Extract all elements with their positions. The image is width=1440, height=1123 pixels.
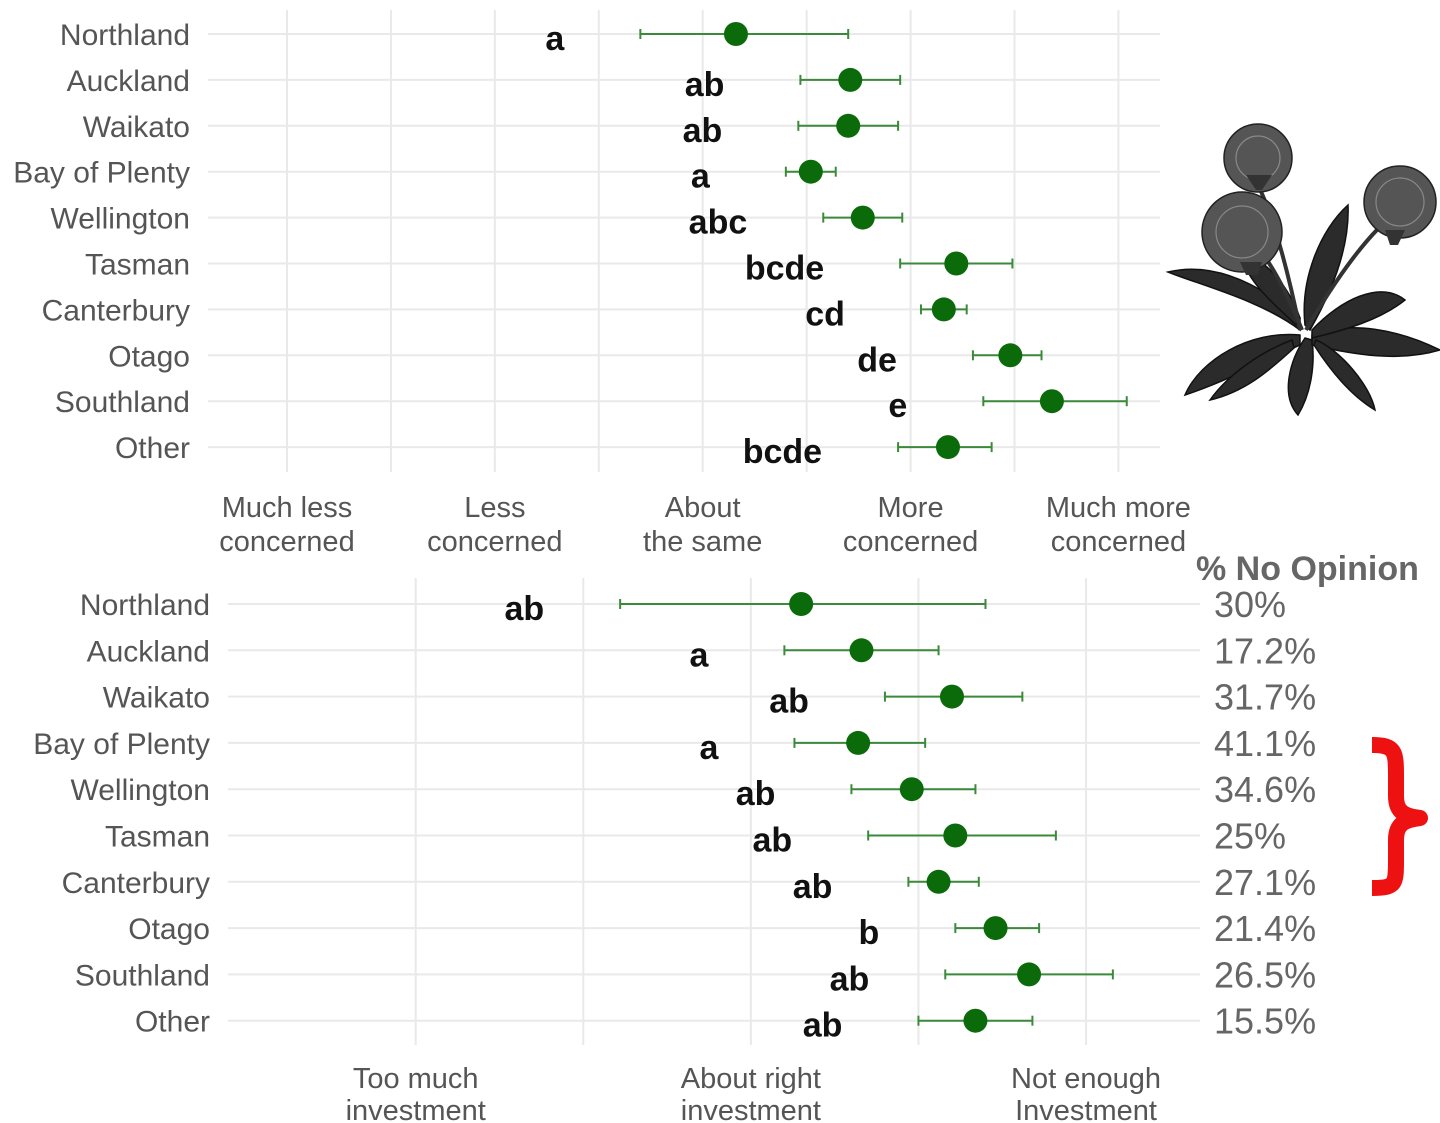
- mean-point: [838, 67, 863, 92]
- top-chart: Northland a Auckland ab Waikato ab Bay of Plen…: [13, 10, 1191, 558]
- category-label: Wellington: [50, 203, 190, 236]
- mean-point: [944, 251, 969, 276]
- group-letter: ab: [504, 590, 544, 628]
- mean-point: [789, 592, 814, 616]
- no-opinion-value: 15.5%: [1214, 1001, 1316, 1042]
- category-label: Southland: [75, 959, 210, 992]
- no-opinion-value: 26.5%: [1214, 954, 1316, 995]
- no-opinion-value: 21.4%: [1214, 908, 1316, 949]
- x-tick-label-line1: Much more: [1046, 492, 1191, 524]
- group-letter: bcde: [745, 250, 824, 288]
- x-tick-label-line2: investment: [346, 1095, 486, 1123]
- category-label: Northland: [80, 589, 210, 622]
- group-letter: a: [691, 158, 711, 196]
- category-label: Waikato: [103, 682, 210, 715]
- no-opinion-header: % No Opinion: [1196, 550, 1419, 588]
- group-letter: de: [857, 341, 897, 379]
- category-label: Other: [135, 1006, 210, 1039]
- mean-point: [939, 684, 964, 709]
- mean-point: [723, 22, 748, 46]
- no-opinion-value: 41.1%: [1214, 723, 1316, 764]
- x-tick-label-line2: concerned: [427, 526, 562, 558]
- group-letter: a: [689, 636, 709, 674]
- dandelion-icon: [1165, 123, 1440, 417]
- red-brace-icon: [1371, 737, 1428, 896]
- no-opinion-value: 30%: [1214, 584, 1286, 625]
- category-label: Auckland: [67, 65, 190, 98]
- category-label: Tasman: [85, 249, 190, 282]
- category-label: Bay of Plenty: [33, 728, 210, 761]
- mean-point: [1017, 962, 1042, 987]
- category-label: Other: [115, 432, 190, 465]
- group-letter: ab: [803, 1007, 843, 1045]
- x-tick-label-line1: About: [665, 492, 741, 524]
- group-letter: a: [545, 20, 565, 58]
- mean-point: [798, 159, 823, 184]
- mean-point: [983, 916, 1008, 941]
- x-tick-label-line1: More: [878, 492, 944, 524]
- mean-point: [1039, 389, 1064, 414]
- category-label: Otago: [108, 340, 190, 373]
- x-tick-label-line1: Less: [464, 492, 525, 524]
- x-tick-label-line1: Not enough: [1011, 1063, 1161, 1095]
- x-tick-label-line2: concerned: [219, 526, 354, 558]
- group-letter: ab: [830, 960, 870, 998]
- group-letter: a: [700, 729, 720, 767]
- mean-point: [836, 113, 861, 138]
- no-opinion-value: 31.7%: [1214, 677, 1316, 718]
- mean-point: [963, 1008, 988, 1033]
- category-label: Tasman: [105, 821, 210, 854]
- group-letter: bcde: [743, 433, 822, 471]
- category-label: Southland: [55, 386, 190, 419]
- category-label: Waikato: [83, 111, 190, 144]
- x-tick-label-line2: Investment: [1015, 1095, 1157, 1123]
- x-tick-label-line1: Too much: [353, 1063, 479, 1095]
- group-letter: cd: [805, 295, 845, 333]
- no-opinion-value: 17.2%: [1214, 630, 1316, 671]
- category-label: Canterbury: [62, 867, 210, 900]
- group-letter: abc: [689, 204, 748, 242]
- category-label: Auckland: [87, 635, 210, 668]
- mean-point: [926, 869, 951, 894]
- mean-point: [935, 435, 960, 460]
- mean-point: [899, 777, 924, 802]
- group-letter: e: [888, 387, 907, 425]
- x-tick-label-line2: concerned: [843, 526, 978, 558]
- no-opinion-value: 27.1%: [1214, 862, 1316, 903]
- no-opinion-value: 25%: [1214, 816, 1286, 857]
- x-tick-label-line2: concerned: [1051, 526, 1186, 558]
- group-letter: ab: [683, 112, 723, 150]
- category-label: Otago: [128, 913, 210, 946]
- mean-point: [998, 343, 1023, 368]
- x-tick-label-line2: the same: [643, 526, 762, 558]
- x-tick-label-line2: investment: [681, 1095, 821, 1123]
- x-tick-label-line1: About right: [681, 1063, 821, 1095]
- group-letter: ab: [769, 683, 809, 721]
- group-letter: b: [859, 914, 880, 952]
- group-letter: ab: [793, 868, 833, 906]
- group-letter: ab: [736, 775, 776, 813]
- category-label: Northland: [60, 19, 190, 52]
- mean-point: [943, 823, 968, 848]
- mean-point: [849, 638, 874, 663]
- no-opinion-value: 34.6%: [1214, 769, 1316, 810]
- mean-point: [931, 297, 956, 322]
- category-label: Canterbury: [42, 294, 190, 327]
- category-label: Bay of Plenty: [13, 157, 190, 190]
- category-label: Wellington: [70, 774, 210, 807]
- group-letter: ab: [685, 66, 725, 104]
- x-tick-label-line1: Much less: [222, 492, 353, 524]
- group-letter: ab: [752, 822, 792, 860]
- mean-point: [846, 730, 871, 755]
- mean-point: [850, 205, 875, 230]
